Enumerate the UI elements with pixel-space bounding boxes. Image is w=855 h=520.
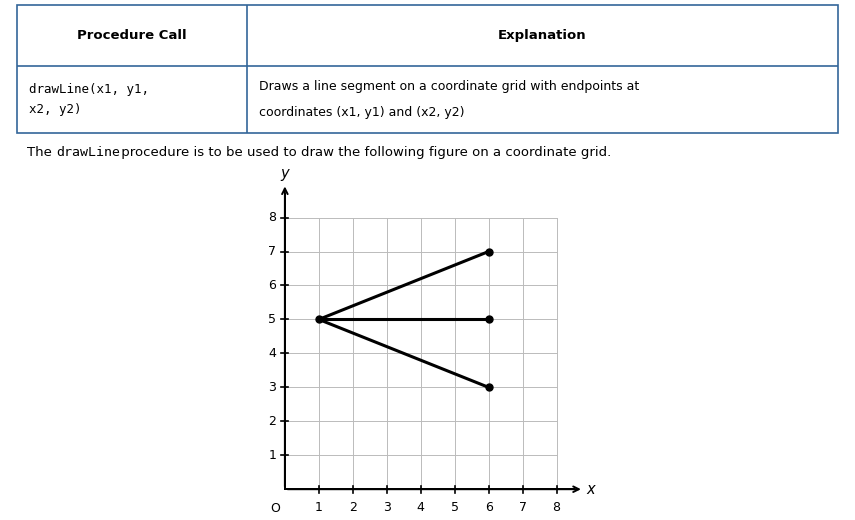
Text: 8: 8: [552, 501, 561, 514]
Text: 7: 7: [268, 245, 276, 258]
Text: 5: 5: [268, 313, 276, 326]
Text: drawLine(x1, y1,: drawLine(x1, y1,: [29, 83, 150, 96]
Text: x2, y2): x2, y2): [29, 103, 82, 116]
Text: The: The: [27, 146, 56, 159]
Text: 7: 7: [519, 501, 527, 514]
Text: procedure is to be used to draw the following figure on a coordinate grid.: procedure is to be used to draw the foll…: [117, 146, 611, 159]
Text: O: O: [270, 502, 280, 515]
Text: 2: 2: [349, 501, 357, 514]
Text: 5: 5: [451, 501, 458, 514]
Text: 8: 8: [268, 211, 276, 224]
Text: drawLine: drawLine: [56, 146, 121, 159]
Text: 1: 1: [268, 449, 276, 462]
Text: x: x: [587, 482, 595, 497]
Text: 1: 1: [315, 501, 323, 514]
Text: 6: 6: [485, 501, 492, 514]
Text: y: y: [280, 166, 289, 181]
Text: 6: 6: [268, 279, 276, 292]
Text: 4: 4: [416, 501, 425, 514]
Text: 3: 3: [268, 381, 276, 394]
Text: Explanation: Explanation: [498, 29, 587, 42]
Text: coordinates (x1, y1) and (x2, y2): coordinates (x1, y1) and (x2, y2): [259, 106, 465, 119]
Text: Draws a line segment on a coordinate grid with endpoints at: Draws a line segment on a coordinate gri…: [259, 80, 640, 93]
Text: 2: 2: [268, 415, 276, 428]
Text: Procedure Call: Procedure Call: [77, 29, 187, 42]
Text: 3: 3: [383, 501, 391, 514]
Text: 4: 4: [268, 347, 276, 360]
